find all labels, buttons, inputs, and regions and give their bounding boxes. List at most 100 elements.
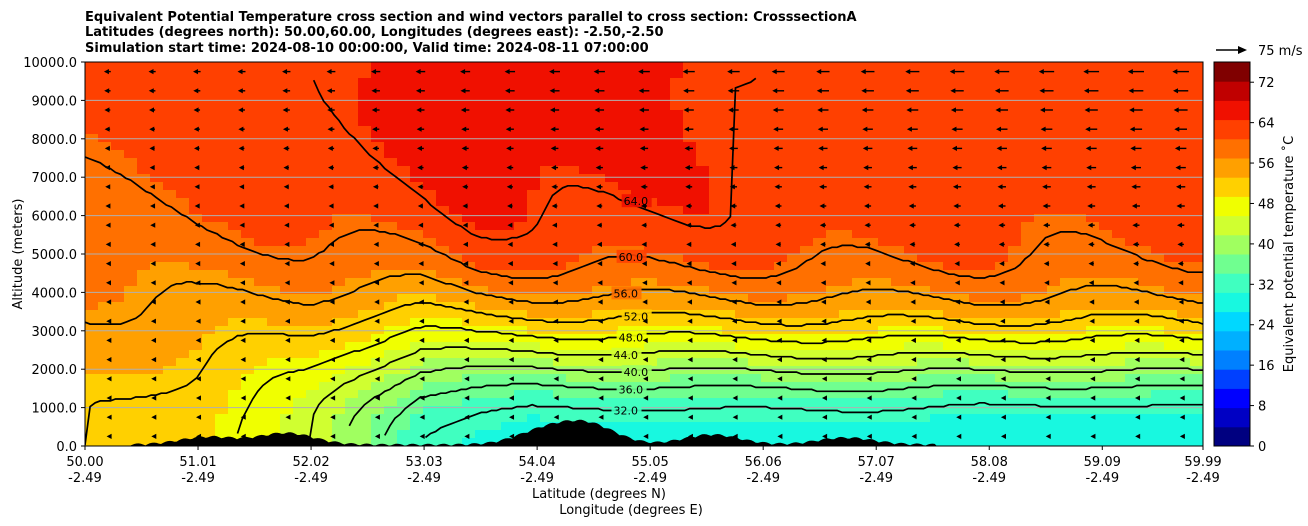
field-cell [982,126,996,135]
contour-32.0 [424,401,1203,439]
field-cell [332,358,346,367]
field-cell [501,238,515,247]
field-cell [488,118,502,127]
field-cell [1138,150,1152,159]
field-cell [1151,422,1165,431]
field-cell [566,302,580,311]
field-cell [1151,294,1165,303]
field-cell [670,70,684,79]
field-cell [852,118,866,127]
field-cell [1008,86,1022,95]
field-cell [98,182,112,191]
field-cell [345,342,359,351]
field-cell [735,406,749,415]
field-cell [1164,398,1178,407]
field-cell [1151,190,1165,199]
field-cell [319,318,333,327]
field-cell [709,406,723,415]
field-cell [800,86,814,95]
field-cell [956,222,970,231]
field-cell [1060,142,1074,151]
field-cell [293,110,307,119]
field-cell [865,422,879,431]
field-cell [813,94,827,103]
wind-arrow [1134,357,1140,363]
field-cell [241,374,255,383]
field-cell [150,358,164,367]
field-cell [995,190,1009,199]
field-cell [527,158,541,167]
field-cell [358,398,372,407]
wind-arrow [911,414,917,420]
wind-arrow [194,203,200,209]
field-cell [683,334,697,343]
field-cell [371,366,385,375]
field-cell [358,110,372,119]
field-cell [449,398,463,407]
field-cell [371,390,385,399]
field-cell [397,110,411,119]
field-cell [1073,374,1087,383]
field-cell [826,310,840,319]
field-cell [1099,438,1113,446]
field-cell [436,214,450,223]
field-cell [98,310,112,319]
field-cell [514,358,528,367]
wind-arrow [866,395,872,401]
field-cell [826,374,840,383]
field-cell [709,414,723,423]
field-cell [1112,94,1126,103]
field-cell [1177,206,1191,215]
field-cell [774,334,788,343]
field-cell [332,126,346,135]
field-cell [878,310,892,319]
field-cell [332,350,346,359]
field-cell [527,246,541,255]
field-cell [1151,286,1165,295]
wind-arrow [776,280,782,286]
field-cell [501,398,515,407]
x-axis-label-lon: Longitude (degrees E) [559,503,703,518]
field-cell [1125,390,1139,399]
field-cell [1151,414,1165,423]
field-cell [410,230,424,239]
field-cell [384,158,398,167]
field-cell [904,214,918,223]
wind-arrow [329,241,335,247]
field-cell [579,238,593,247]
field-cell [891,182,905,191]
wind-arrow [149,184,155,190]
field-cell [488,318,502,327]
field-cell [540,166,554,175]
field-cell [345,414,359,423]
wind-arrow [1174,145,1187,151]
field-cell [540,110,554,119]
field-cell [969,174,983,183]
wind-arrow [956,433,962,439]
field-cell [137,350,151,359]
field-cell [358,70,372,79]
field-cell [1125,78,1139,87]
wind-arrow [371,69,381,75]
field-cell [514,150,528,159]
field-cell [371,438,385,446]
field-cell [995,246,1009,255]
field-cell [1021,174,1035,183]
field-cell [215,86,229,95]
title-line-3: Simulation start time: 2024-08-10 00:00:… [85,41,649,56]
field-cell [332,94,346,103]
field-cell [878,334,892,343]
field-cell [1073,358,1087,367]
field-cell [904,254,918,263]
field-cell [1086,78,1100,87]
field-cell [1047,302,1061,311]
field-cell [1177,190,1191,199]
field-cell [384,374,398,383]
field-cell [527,86,541,95]
field-cell [436,262,450,271]
field-cell [904,350,918,359]
field-cell [982,86,996,95]
field-cell [969,334,983,343]
wind-arrow [419,376,425,382]
field-cell [722,158,736,167]
